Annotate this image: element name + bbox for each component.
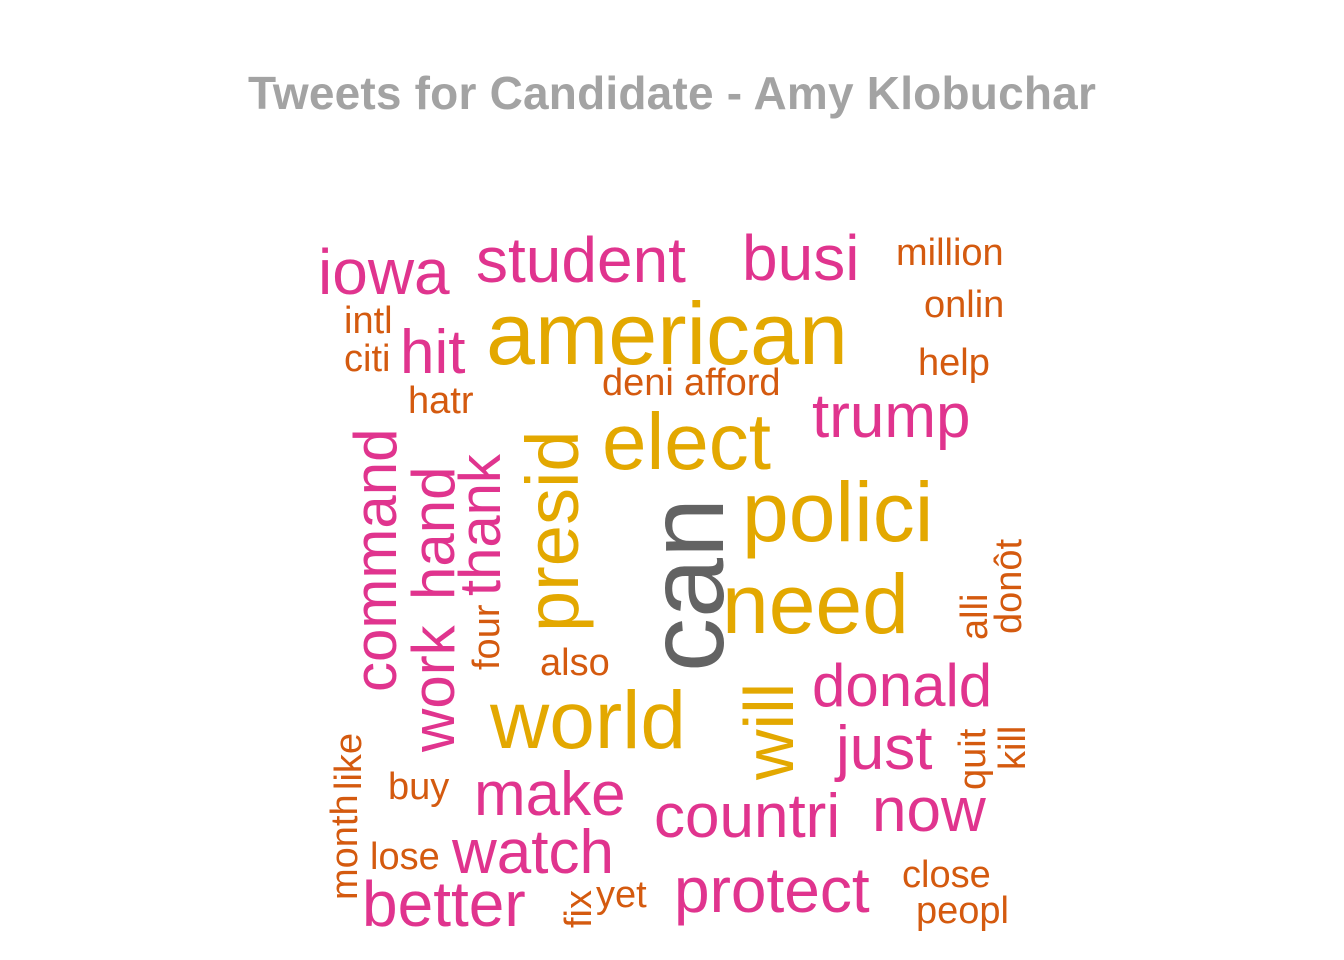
word-buy: buy xyxy=(388,766,450,808)
word-now: now xyxy=(872,776,986,845)
word-presid: presid xyxy=(511,430,594,632)
word-will: will xyxy=(730,682,808,780)
word-lose: lose xyxy=(370,836,440,878)
word-afford: afford xyxy=(684,362,781,404)
word-student: student xyxy=(476,224,686,296)
word-four: four xyxy=(466,604,508,670)
word-hatr: hatr xyxy=(408,380,474,422)
word-trump: trump xyxy=(812,382,971,451)
word-elect: elect xyxy=(602,397,771,486)
word-polici: polici xyxy=(742,465,934,559)
word-million: million xyxy=(896,232,1004,274)
word-fix: fix xyxy=(558,890,600,928)
word-yet: yet xyxy=(596,874,647,916)
word-better: better xyxy=(362,868,526,940)
word-quit: quit xyxy=(952,728,994,790)
word-countri: countri xyxy=(654,782,841,851)
word-iowa: iowa xyxy=(318,236,450,308)
word-busi: busi xyxy=(742,222,860,294)
chart-title: Tweets for Candidate - Amy Klobuchar xyxy=(247,67,1097,119)
word-kill: kill xyxy=(992,725,1034,770)
word-citi: citi xyxy=(344,338,391,380)
word-also: also xyxy=(540,642,610,684)
word-just: just xyxy=(836,714,933,783)
word-help: help xyxy=(918,342,990,384)
word-intl: intl xyxy=(344,300,393,342)
word-american: american xyxy=(486,284,848,383)
word-dont: donôt xyxy=(988,538,1030,634)
word-work: work xyxy=(400,625,467,752)
word-need: need xyxy=(722,557,909,651)
word-like: like xyxy=(328,732,370,790)
word-close: close xyxy=(902,854,991,896)
word-watch: watch xyxy=(452,818,614,887)
word-protect: protect xyxy=(674,854,870,926)
word-thank: thank xyxy=(448,454,513,596)
word-command: command xyxy=(342,428,409,692)
word-deni: deni xyxy=(602,362,674,404)
word-onlin: onlin xyxy=(924,284,1005,326)
word-month: month xyxy=(324,794,366,900)
word-make: make xyxy=(474,760,626,829)
word-peopl: peopl xyxy=(916,890,1009,932)
word-world: world xyxy=(490,675,686,766)
word-donald: donald xyxy=(812,652,993,719)
word-hit: hit xyxy=(400,318,466,387)
